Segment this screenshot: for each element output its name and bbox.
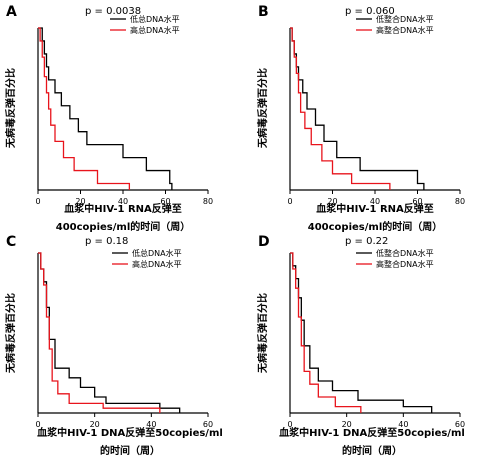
- x-axis-title-line: 血浆中HIV-1 DNA反弹至50copies/ml: [37, 426, 223, 439]
- p-value-label: p = 0.18: [85, 236, 128, 247]
- survival-curve-low: [290, 27, 425, 190]
- y-axis-title: 无病毒反弹百分比: [256, 68, 269, 149]
- x-tick-label: 80: [455, 197, 465, 206]
- x-tick-label: 20: [327, 197, 337, 206]
- x-tick-label: 0: [35, 197, 40, 206]
- x-tick-label: 60: [455, 420, 465, 429]
- survival-curve-high: [290, 27, 391, 190]
- survival-curve-low: [290, 252, 433, 413]
- panel-letter: B: [258, 4, 269, 20]
- x-axis-title-line: 的时间（周）: [342, 444, 402, 457]
- survival-curve-low: [38, 27, 173, 190]
- survival-curve-high: [38, 252, 161, 413]
- legend-label: 低整合DNA水平: [376, 14, 434, 24]
- x-tick-label: 40: [370, 197, 380, 206]
- legend-label: 高整合DNA水平: [376, 259, 434, 269]
- survival-curve-high: [290, 252, 362, 413]
- panel-letter: C: [6, 234, 16, 250]
- x-tick-label: 60: [203, 420, 213, 429]
- legend-label: 低总DNA水平: [132, 248, 182, 258]
- y-axis-title: 无病毒反弹百分比: [256, 293, 269, 374]
- legend-label: 低总DNA水平: [130, 14, 180, 24]
- panel-letter: A: [6, 4, 17, 20]
- x-axis-title-line: 血浆中HIV-1 RNA反弹至: [64, 202, 182, 215]
- x-tick-label: 0: [35, 420, 40, 429]
- legend-label: 高总DNA水平: [130, 25, 180, 35]
- survival-curve-high: [38, 27, 131, 190]
- x-axis-title-line: 血浆中HIV-1 RNA反弹至: [316, 202, 434, 215]
- x-tick-label: 20: [90, 420, 100, 429]
- x-tick-label: 40: [118, 197, 128, 206]
- y-axis-title: 无病毒反弹百分比: [4, 68, 17, 149]
- x-tick-label: 80: [203, 197, 213, 206]
- p-value-label: p = 0.0038: [85, 6, 141, 17]
- x-tick-label: 0: [287, 420, 292, 429]
- x-tick-label: 20: [75, 197, 85, 206]
- x-axis-title-line: 的时间（周）: [100, 444, 160, 457]
- x-tick-label: 40: [146, 420, 156, 429]
- x-axis-title-line: 400copies/ml的时间（周）: [56, 220, 191, 233]
- y-axis-title: 无病毒反弹百分比: [4, 293, 17, 374]
- survival-curve-low: [38, 252, 181, 413]
- panel-letter: D: [258, 234, 270, 250]
- legend-label: 低整合DNA水平: [376, 248, 434, 258]
- legend-label: 高整合DNA水平: [376, 25, 434, 35]
- x-tick-label: 20: [342, 420, 352, 429]
- x-tick-label: 0: [287, 197, 292, 206]
- x-axis-title-line: 400copies/ml的时间（周）: [308, 220, 443, 233]
- x-tick-label: 60: [412, 197, 422, 206]
- x-tick-label: 40: [398, 420, 408, 429]
- legend-label: 高总DNA水平: [132, 259, 182, 269]
- p-value-label: p = 0.22: [345, 236, 388, 247]
- x-axis-title-line: 血浆中HIV-1 DNA反弹至50copies/ml: [279, 426, 465, 439]
- x-tick-label: 60: [160, 197, 170, 206]
- p-value-label: p = 0.060: [345, 6, 395, 17]
